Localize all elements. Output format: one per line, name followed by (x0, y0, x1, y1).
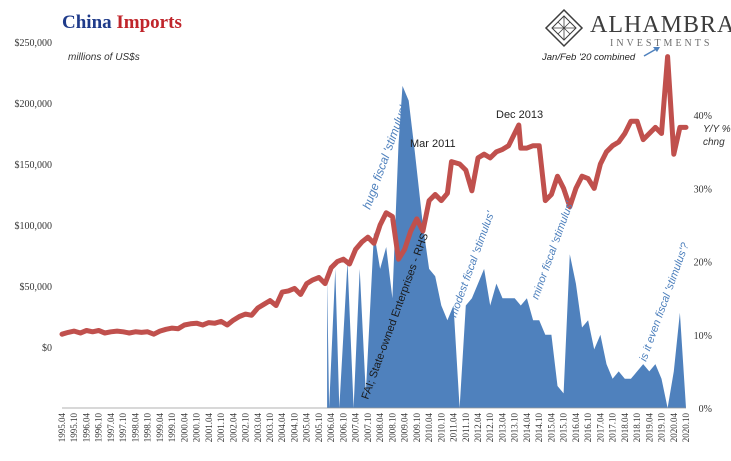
x-tick-label: 2008.04 (375, 412, 385, 442)
x-tick-label: 2011.10 (461, 413, 471, 442)
title-part-imports: Imports (116, 12, 182, 33)
x-tick-label: 2002.10 (241, 412, 251, 442)
left-tick-label: $200,000 (15, 99, 53, 110)
x-tick-label: 2001.04 (204, 412, 214, 442)
left-tick-label: $100,000 (15, 221, 53, 232)
x-tick-label: 2006.04 (326, 413, 336, 443)
x-tick-label: 2002.04 (228, 413, 238, 443)
x-tick-label: 1998.10 (143, 412, 153, 442)
x-tick-label: 2005.04 (302, 412, 312, 442)
x-tick-label: 2020.04 (669, 413, 679, 443)
left-tick-label: $250,000 (15, 38, 53, 49)
alhambra-logo: ALHAMBRA INVESTMENTS (544, 8, 731, 52)
right-axis-label: Y/Y % (703, 124, 731, 135)
x-tick-label: 1996.10 (94, 412, 104, 442)
left-tick-label: $0 (42, 343, 52, 354)
x-tick-label: 2012.04 (473, 413, 483, 443)
x-tick-label: 2018.04 (620, 412, 630, 442)
x-tick-label: 2010.04 (424, 413, 434, 443)
x-tick-label: 1998.04 (130, 412, 140, 442)
title-part-china: China (62, 12, 112, 33)
x-tick-label: 2009.04 (400, 413, 410, 443)
x-tick-label: 1997.04 (106, 412, 116, 442)
x-tick-label: 1999.04 (155, 413, 165, 443)
x-tick-label: 2013.04 (498, 413, 508, 443)
fai-area (327, 85, 686, 409)
x-tick-label: 2003.04 (253, 413, 263, 443)
annotation-jan-feb-20: Jan/Feb '20 combined (541, 52, 636, 63)
left-axis-label: millions of US$s (68, 52, 140, 63)
logo-subtitle: INVESTMENTS (610, 38, 713, 49)
x-tick-label: 2007.04 (351, 412, 361, 442)
x-tick-label: 2017.04 (595, 413, 605, 443)
x-tick-label: 2004.04 (277, 412, 287, 442)
x-tick-label: 2003.10 (265, 413, 275, 443)
x-tick-label: 1995.04 (57, 413, 67, 443)
x-tick-label: 2013.10 (510, 412, 520, 442)
logo-brand: ALHAMBRA (590, 12, 731, 38)
x-tick-label: 2014.04 (522, 412, 532, 442)
x-tick-label: 2004.10 (290, 413, 300, 443)
x-tick-label: 2019.04 (644, 413, 654, 443)
x-tick-label: 2012.10 (485, 412, 495, 442)
right-tick-label: 10% (694, 331, 712, 342)
arrow-head-icon (653, 47, 660, 52)
x-tick-label: 2009.10 (412, 412, 422, 442)
right-tick-label: 20% (694, 258, 712, 269)
x-tick-label: 2020.10 (681, 413, 691, 443)
x-tick-label: 2006.10 (338, 412, 348, 442)
x-tick-label: 2018.10 (632, 413, 642, 443)
right-tick-label: 40% (694, 111, 712, 122)
x-tick-label: 1995.10 (69, 412, 79, 442)
x-tick-label: 2016.04 (571, 413, 581, 443)
imports-line (59, 54, 689, 337)
x-tick-label: 2005.10 (314, 412, 324, 442)
left-tick-label: $50,000 (20, 282, 53, 293)
chart-title: China Imports (62, 12, 182, 34)
annotation-dec-2013: Dec 2013 (496, 109, 543, 121)
right-axis-label: chng (703, 137, 725, 148)
x-tick-label: 2007.10 (363, 413, 373, 443)
x-tick-label: 1999.10 (167, 412, 177, 442)
x-tick-label: 2019.10 (657, 412, 667, 442)
x-tick-label: 1997.10 (118, 413, 128, 443)
x-tick-label: 2015.10 (559, 412, 569, 442)
logo-diamond-icon (544, 8, 584, 48)
right-tick-label: 0% (699, 404, 712, 415)
right-tick-label: 30% (694, 184, 712, 195)
x-tick-label: 1996.04 (82, 413, 92, 443)
annotation-is-it-even-stimulus: is it even fiscal 'stimulus'? (638, 240, 692, 363)
left-tick-label: $150,000 (15, 160, 53, 171)
x-tick-label: 2010.10 (436, 413, 446, 443)
x-tick-label: 2014.10 (534, 413, 544, 443)
x-tick-label: 2011.04 (449, 412, 459, 441)
annotation-mar-2011: Mar 2011 (410, 138, 456, 150)
x-tick-label: 2015.04 (546, 412, 556, 442)
x-tick-label: 2001.10 (216, 413, 226, 443)
x-tick-label: 2016.10 (583, 412, 593, 442)
x-tick-label: 2000.04 (179, 413, 189, 443)
x-tick-label: 2017.10 (608, 413, 618, 443)
x-tick-label: 2008.10 (387, 413, 397, 443)
x-tick-label: 2000.10 (192, 413, 202, 443)
